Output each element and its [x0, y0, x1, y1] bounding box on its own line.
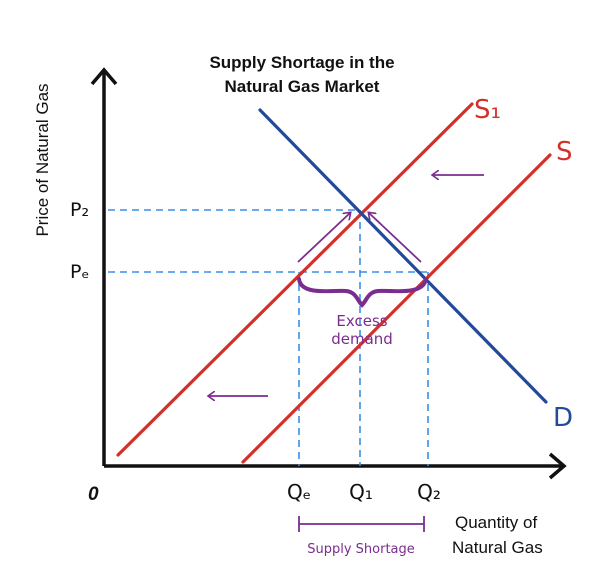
- excess-demand-label-line-1: Excess: [336, 312, 387, 330]
- quantity-label-q1: Q₁: [349, 480, 373, 504]
- x-axis-label-line-2: Natural Gas: [452, 538, 543, 557]
- excess-demand-brace: [297, 277, 428, 308]
- supply-curve-s-label: S: [556, 137, 573, 167]
- movement-arrow-along-supply: [297, 213, 350, 263]
- x-axis-arrowhead: [548, 452, 567, 480]
- guide-lines: [108, 209, 429, 466]
- supply-shortage-label: Supply Shortage: [307, 542, 415, 557]
- shift-arrows: [209, 175, 484, 396]
- movement-arrow-along-demand: [369, 213, 422, 263]
- supply-shortage-bracket: [298, 516, 425, 532]
- x-axis-label-line-1: Quantity of: [455, 513, 537, 532]
- excess-demand-label-line-2: demand: [331, 330, 393, 348]
- axes: [90, 67, 567, 480]
- demand-curve-d: [258, 108, 548, 404]
- price-label-pe: Pₑ: [70, 261, 89, 283]
- supply-curve-s1: [116, 102, 474, 457]
- y-axis-arrowhead: [90, 67, 118, 86]
- supply-curve-s1-label: S₁: [474, 95, 501, 125]
- y-axis-label: Price of Natural Gas: [33, 83, 52, 236]
- quantity-label-qe: Qₑ: [287, 480, 311, 504]
- price-label-p2: P₂: [70, 199, 89, 221]
- title-line-1: Supply Shortage in the: [209, 53, 394, 72]
- title-line-2: Natural Gas Market: [225, 77, 380, 96]
- quantity-label-q2: Q₂: [417, 480, 441, 504]
- demand-curve-d-label: D: [553, 403, 573, 433]
- origin-label: 0: [88, 484, 99, 505]
- supply-curve-s: [241, 153, 552, 464]
